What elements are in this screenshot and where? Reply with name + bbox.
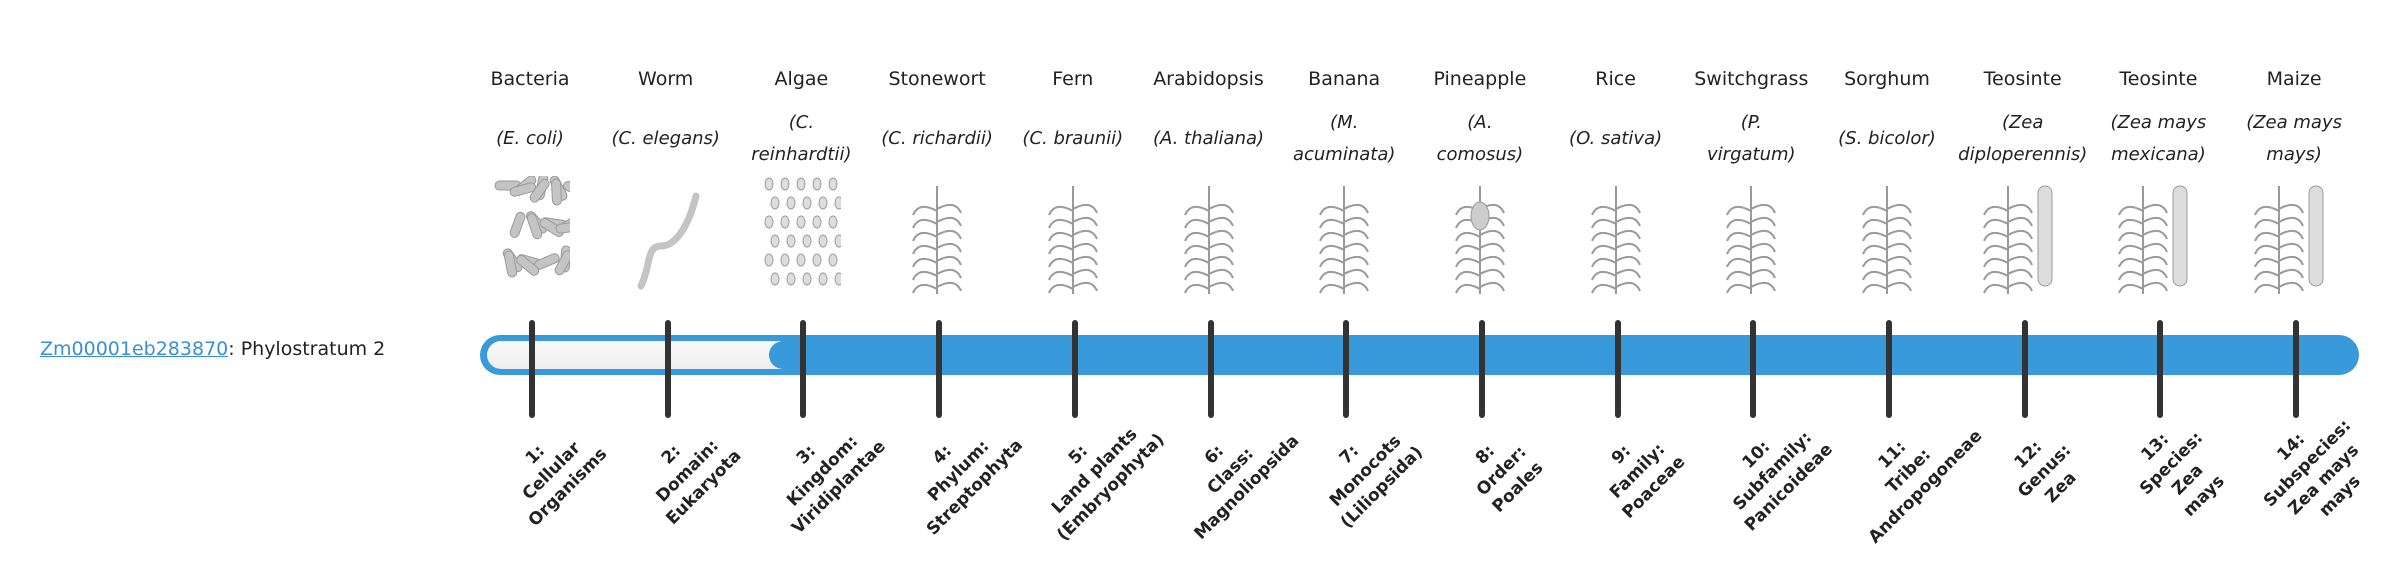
arabidopsis-illustration [1169, 176, 1249, 296]
organism-common-name: Algae [774, 68, 829, 90]
gene-label: Zm00001eb283870: Phylostratum 2 [40, 338, 385, 360]
stratum-label: 7: Monocots (Liliopsida) [1289, 394, 1444, 549]
stratum-label: 9: Family: Poaceae [1560, 394, 1715, 549]
stratum-tick [2157, 320, 2164, 418]
algae-illustration [761, 176, 844, 296]
species-line: diploperennis) [1958, 144, 2088, 165]
stratum-tick [800, 320, 807, 418]
stratum-label: 13: Species: Zea mays [2095, 386, 2266, 557]
stratum-tick [1071, 320, 1078, 418]
species-line: (A. [1467, 112, 1493, 133]
species-line: reinhardtii) [751, 144, 852, 165]
banana-illustration [1304, 176, 1384, 296]
teosinte-illustration [2118, 176, 2198, 296]
organism-species: (P. virgatum) [1679, 106, 1823, 172]
organism-common-name: Pineapple [1433, 68, 1527, 90]
stratum-tick [529, 320, 535, 418]
organism-common-name: Rice [1595, 68, 1636, 90]
pineapple-illustration [1440, 176, 1520, 296]
maize-illustration [2254, 176, 2334, 296]
organism-species: (E. coli) [458, 106, 602, 172]
species-line: comosus) [1436, 144, 1524, 165]
stratum-label: 3: Kingdom: Viridiplantae [746, 394, 901, 549]
stratum-tick [1207, 320, 1214, 418]
organism-species: (C. elegans) [594, 106, 738, 172]
species-line: (E. coli) [496, 128, 564, 149]
species-line: (C. braunii) [1022, 128, 1124, 149]
organism-common-name: Sorghum [1844, 68, 1930, 90]
sorghum-illustration [1847, 176, 1927, 296]
organism-common-name: Teosinte [2119, 68, 2198, 90]
species-line: (O. sativa) [1569, 128, 1663, 149]
organism-common-name: Maize [2266, 68, 2322, 90]
organism-common-name: Arabidopsis [1153, 68, 1264, 90]
organism-common-name: Worm [638, 68, 694, 90]
stratum-label: 6: Class: Magnoliopsida [1153, 394, 1308, 549]
rice-illustration [1576, 176, 1656, 296]
stratum-label: 4: Phylum: Streptophyta [882, 394, 1037, 549]
stratum-tick [664, 320, 671, 418]
organism-common-name: Bacteria [490, 68, 570, 90]
stratum-label: 8: Order: Poales [1424, 394, 1579, 549]
stratum-tick [1614, 320, 1621, 418]
organism-species: (Zea mays mays) [2222, 106, 2366, 172]
organism-species: (A. comosus) [1408, 106, 1552, 172]
worm-illustration [626, 176, 706, 296]
stratum-label: 12: Genus: Zea [1967, 394, 2122, 549]
species-line: (C. richardii) [881, 128, 993, 149]
organism-species: (S. bicolor) [1815, 106, 1959, 172]
species-line: (C. elegans) [611, 128, 720, 149]
gene-id-link[interactable]: Zm00001eb283870 [40, 338, 229, 360]
stratum-label: 5: Land plants (Embryophyta) [1017, 394, 1172, 549]
organism-species: (Zea mays mexicana) [2086, 106, 2230, 172]
organism-species: (O. sativa) [1544, 106, 1688, 172]
teosinte-illustration [1982, 176, 2063, 296]
stratum-label: 10: Subfamily: Panicoideae [1696, 394, 1851, 549]
species-line: mexicana) [2111, 144, 2206, 165]
bar-fill-cap [768, 341, 797, 369]
species-line: (A. thaliana) [1152, 128, 1265, 149]
organism-common-name: Banana [1308, 68, 1381, 90]
organism-species: (C. reinhardtii) [729, 106, 873, 172]
stonewort-illustration [897, 176, 977, 296]
organism-common-name: Teosinte [1983, 68, 2062, 90]
stratum-label: 14: Subspecies: Zea mays mays [2231, 386, 2400, 557]
organism-common-name: Stonewort [888, 68, 986, 90]
species-line: virgatum) [1707, 144, 1796, 165]
organism-species: (C. richardii) [865, 106, 1009, 172]
organism-species: (C. braunii) [1001, 106, 1145, 172]
organism-species: (A. thaliana) [1137, 106, 1281, 172]
stratum-tick [1886, 320, 1892, 418]
stratum-label: 1: Cellular Organisms [475, 394, 630, 549]
species-line: (Zea mays [2110, 112, 2207, 133]
switchgrass-illustration [1711, 176, 1791, 296]
stratum-tick [2293, 320, 2300, 418]
phylostratum-text: : Phylostratum 2 [228, 338, 386, 360]
species-line: (Zea [2001, 112, 2044, 133]
fern-illustration [1033, 176, 1113, 296]
stratum-tick [936, 320, 943, 418]
species-line: (Zea mays [2246, 112, 2342, 133]
stratum-tick [1750, 320, 1757, 418]
organism-species: (M. acuminata) [1272, 106, 1416, 172]
species-line: (M. [1330, 112, 1359, 133]
organism-species: (Zea diploperennis) [1951, 106, 2095, 172]
species-line: (S. bicolor) [1838, 128, 1936, 149]
species-line: (P. [1740, 112, 1762, 133]
stratum-tick [1343, 320, 1350, 418]
stratum-tick [1478, 320, 1485, 418]
stratum-label: 11: Tribe: Andropogoneae [1832, 394, 1987, 549]
bar-unfilled-segment [487, 341, 783, 369]
stratum-tick [2021, 320, 2028, 418]
organism-common-name: Fern [1052, 68, 1094, 90]
organism-common-name: Switchgrass [1694, 68, 1809, 90]
species-line: mays) [2266, 144, 2322, 165]
species-line: (C. [788, 112, 815, 133]
species-line: acuminata) [1292, 144, 1396, 165]
bacteria-illustration [490, 173, 589, 296]
stratum-label: 2: Domain: Eukaryota [610, 394, 765, 549]
